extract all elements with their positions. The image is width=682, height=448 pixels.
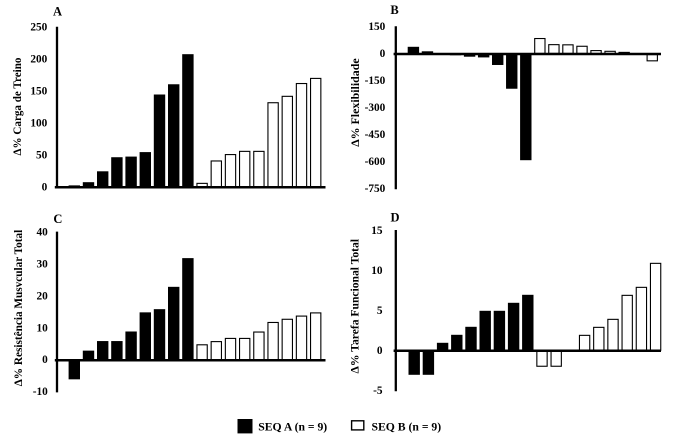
- svg-text:0: 0: [377, 345, 383, 357]
- svg-text:0: 0: [42, 181, 48, 193]
- svg-text:-150: -150: [365, 75, 386, 87]
- svg-text:200: 200: [30, 53, 47, 65]
- svg-text:Δ% Resistência Musvcular Total: Δ% Resistência Musvcular Total: [13, 230, 25, 387]
- svg-text:150: 150: [30, 85, 47, 97]
- svg-text:50: 50: [36, 149, 48, 161]
- svg-text:D: D: [390, 211, 399, 225]
- svg-text:Δ% Tarefa Funcional Total: Δ% Tarefa Funcional Total: [349, 238, 362, 373]
- svg-text:-450: -450: [365, 129, 386, 141]
- svg-text:C: C: [53, 212, 62, 226]
- svg-text:SEQ A (n = 9): SEQ A (n = 9): [258, 421, 327, 434]
- svg-text:-10: -10: [33, 386, 48, 398]
- svg-text:5: 5: [377, 305, 383, 317]
- svg-text:SEQ B (n = 9): SEQ B (n = 9): [372, 421, 442, 434]
- svg-text:250: 250: [30, 21, 47, 33]
- svg-text:-750: -750: [365, 183, 386, 195]
- svg-text:10: 10: [371, 265, 383, 277]
- svg-text:30: 30: [37, 259, 49, 271]
- svg-text:100: 100: [30, 117, 47, 129]
- svg-text:150: 150: [368, 21, 385, 33]
- svg-text:B: B: [390, 3, 398, 17]
- svg-text:-5: -5: [373, 385, 383, 397]
- svg-text:20: 20: [37, 290, 49, 302]
- svg-text:10: 10: [37, 322, 49, 334]
- svg-text:Δ% Carga de Treino: Δ% Carga de Treino: [12, 57, 24, 155]
- svg-text:40: 40: [37, 227, 49, 239]
- svg-text:0: 0: [380, 48, 386, 60]
- svg-text:15: 15: [371, 225, 383, 237]
- svg-text:A: A: [53, 5, 62, 19]
- svg-text:-300: -300: [365, 102, 386, 114]
- svg-text:Δ% Flexibilidade: Δ% Flexibilidade: [348, 58, 362, 146]
- svg-text:-600: -600: [365, 156, 386, 168]
- svg-text:0: 0: [42, 354, 48, 366]
